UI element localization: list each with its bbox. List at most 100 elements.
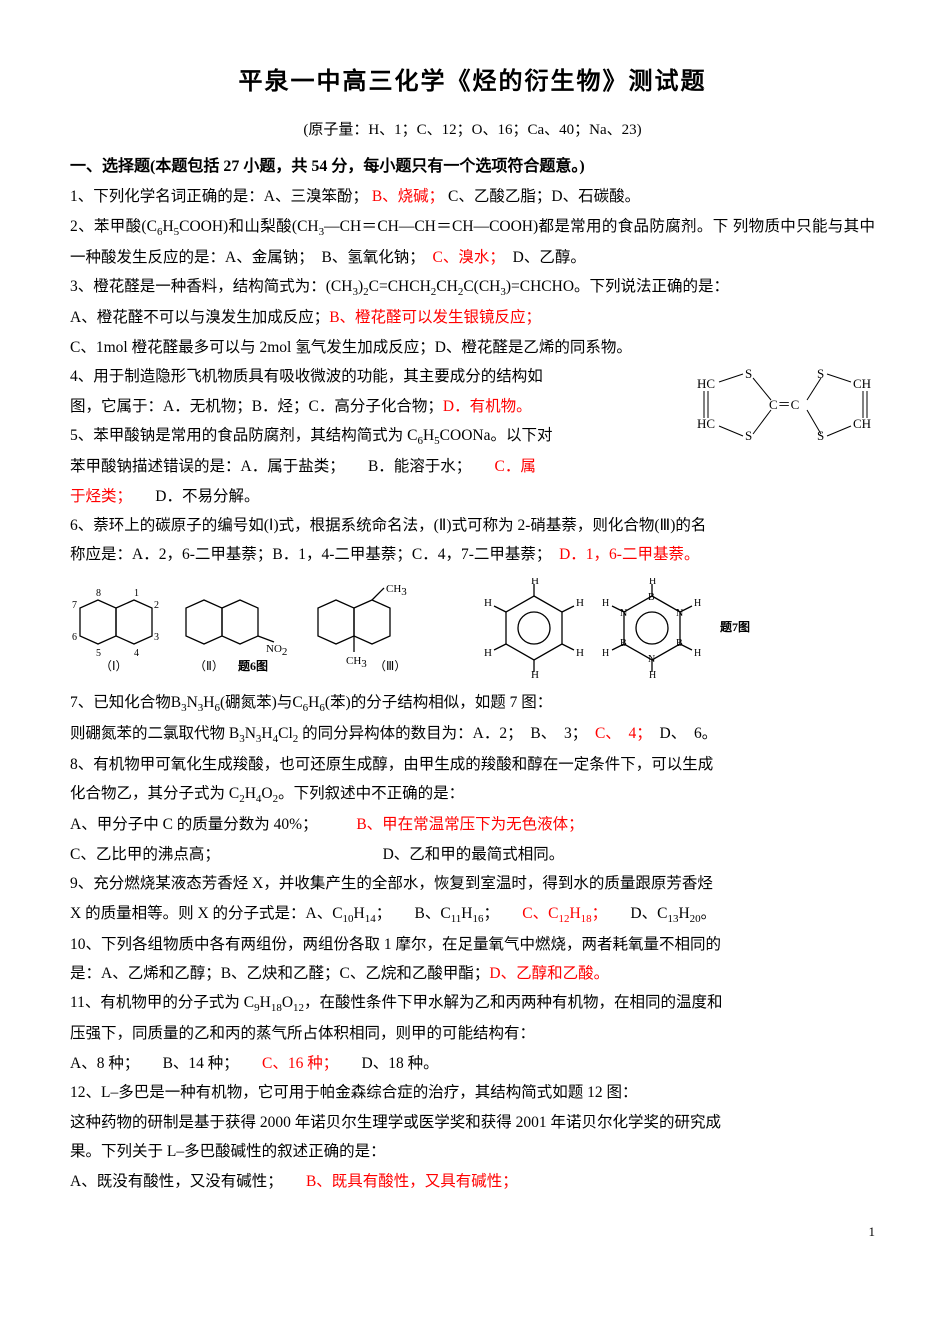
q12-l3: 果。下列关于 L–多巴酸碱性的叙述正确的是： [70, 1143, 386, 1160]
svg-text:6: 6 [72, 632, 77, 643]
q6-l1: 6、萘环上的碳原子的编号如(Ⅰ)式，根据系统命名法，(Ⅱ)式可称为 2-硝基萘，… [70, 517, 706, 534]
svg-text:CH3: CH3 [386, 583, 407, 598]
label-q6: 题6图 [238, 659, 268, 673]
fig4-s2: S [745, 428, 752, 443]
svg-text:NO2: NO2 [266, 643, 287, 658]
q7-c: H [203, 694, 214, 711]
q9-h1: H [354, 905, 365, 922]
fig4-c: C＝C [769, 397, 799, 412]
fig4-ch1: CH [853, 376, 871, 391]
svg-text:3: 3 [154, 632, 159, 643]
q1-rest: C、乙酸乙脂；D、石碳酸。 [448, 188, 640, 205]
q8-answer: B、甲在常温常压下为无色液体； [356, 816, 583, 833]
q5-b: H [423, 427, 434, 444]
q12-l1: 12、L–多巴是一种有机物，它可用于帕金森综合症的治疗，其结构简式如题 12 图… [70, 1084, 637, 1101]
q7-d: (硼氮苯)与C [220, 694, 303, 711]
svg-text:N: N [648, 654, 655, 665]
q4-l2: 图，它属于：A．无机物；B．烃；C．高分子化合物； [70, 398, 443, 415]
q1-stem: 1、下列化学名词正确的是：A、三溴笨酚； [70, 188, 368, 205]
q9-h2: H [461, 905, 472, 922]
q2-a: 2、苯甲酸(C [70, 218, 157, 235]
fig4-ch2: CH [853, 416, 871, 431]
q11-a: 11、有机物甲的分子式为 C [70, 994, 254, 1011]
svg-text:2: 2 [154, 600, 159, 611]
question-7: 7、已知化合物B3N3H6(硼氮苯)与C6H6(苯)的分子结构相似，如题 7 图… [70, 688, 875, 750]
structure-figure-q4: HC HC S S C＝C S S CH CH [695, 366, 875, 446]
q3-f: )=CHCHO。下列说法正确的是： [506, 278, 729, 295]
q11-l2: 压强下，同质量的乙和丙的蒸气所占体积相同，则甲的可能结构有： [70, 1025, 535, 1042]
question-11: 11、有机物甲的分子式为 C9H18O12，在酸性条件下甲水解为乙和丙两种有机物… [70, 988, 875, 1078]
q3-c: C=CHCH [369, 278, 431, 295]
q8-2b: H [245, 785, 256, 802]
atomic-masses: (原子量：H、1；C、12；O、16；Ca、40；Na、23) [70, 116, 875, 145]
q7-a: 7、已知化合物B [70, 694, 181, 711]
q12-A: A、既没有酸性，又没有碱性； [70, 1173, 306, 1190]
naphthalene-i: 12 34 56 78 （Ⅰ） [70, 582, 162, 674]
q8-A: A、甲分子中 C 的质量分数为 40%； [70, 816, 356, 833]
q7-tail: D、 6。 [644, 725, 717, 742]
q5-tail: D．不易分解。 [124, 488, 259, 505]
question-8: 8、有机物甲可氧化生成羧酸，也可还原生成醇，由甲生成的羧酸和醇在一定条件下，可以… [70, 750, 875, 869]
page-title: 平泉一中高三化学《烃的衍生物》测试题 [70, 60, 875, 106]
fig4-hc1: HC [697, 376, 715, 391]
q9-dend: 。 [701, 905, 717, 922]
q2-tail: D、乙醇。 [497, 249, 586, 266]
label-iii: （Ⅲ） [374, 659, 406, 673]
q9-l1: 9、充分燃烧某液态芳香烃 X，并收集产生的全部水，恢复到室温时，得到水的质量跟原… [70, 875, 713, 892]
q9-cans: C、C [522, 905, 558, 922]
fig4-s4: S [817, 428, 824, 443]
svg-text:H: H [576, 647, 584, 659]
section-1-heading: 一、选择题(本题包括 27 小题，共 54 分，每小题只有一个选项符合题意。) [70, 152, 875, 182]
svg-text:H: H [576, 597, 584, 609]
question-2: 2、苯甲酸(C6H5COOH)和山梨酸(CH3—CH＝CH—CH＝CH—COOH… [70, 212, 875, 272]
svg-text:H: H [649, 670, 656, 678]
q1-answer: B、烧碱； [372, 188, 444, 205]
q3-optCD: C、1mol 橙花醛最多可以与 2mol 氢气发生加成反应；D、橙花醛是乙烯的同… [70, 339, 632, 356]
q10-l1: 10、下列各组物质中各有两组份，两组份各取 1 摩尔，在足量氧气中燃烧，两者耗氧… [70, 936, 721, 953]
svg-text:H: H [602, 648, 609, 659]
q12-l2: 这种药物的研制是基于获得 2000 年诺贝尔生理学或医学奖和获得 2001 年诺… [70, 1114, 721, 1131]
q7-2e: 的同分异构体的数目为：A．2； B、 3； [298, 725, 595, 742]
q5-c: COONa。以下对 [440, 427, 553, 444]
svg-text:N: N [676, 608, 683, 619]
svg-text:B: B [676, 638, 683, 649]
svg-text:H: H [694, 598, 701, 609]
q7-2d: Cl [278, 725, 293, 742]
q11-d: ，在酸性条件下甲水解为乙和丙两种有机物，在相同的温度和 [304, 994, 723, 1011]
q6-answer: D．1，6-二甲基萘。 [559, 546, 699, 563]
q8-2a: 化合物乙，其分子式为 C [70, 785, 239, 802]
label-q7: 题7图 [720, 616, 750, 639]
question-9: 9、充分燃烧某液态芳香烃 X，并收集产生的全部水，恢复到室温时，得到水的质量跟原… [70, 869, 875, 929]
q9-l2: X 的质量相等。则 X 的分子式是：A、C [70, 905, 343, 922]
svg-text:B: B [620, 638, 627, 649]
q12-answer: B、既具有酸性，又具有碱性； [306, 1173, 518, 1190]
svg-text:7: 7 [72, 600, 77, 611]
borazine-figure: HH HH HH BN BN BN [602, 578, 702, 678]
q10-answer: D、乙醇和乙酸。 [489, 965, 609, 982]
benzene-figure: HH HH HH [484, 578, 584, 678]
q9-b: ； B、C [376, 905, 451, 922]
q7-b: N [187, 694, 198, 711]
question-10: 10、下列各组物质中各有两组份，两组份各取 1 摩尔，在足量氧气中燃烧，两者耗氧… [70, 930, 875, 989]
label-i: （Ⅰ） [100, 659, 128, 673]
svg-text:H: H [649, 578, 656, 587]
svg-text:4: 4 [134, 648, 139, 659]
q3-a: 3、橙花醛是一种香料，结构简式为：(CH [70, 278, 352, 295]
figure-row: 12 34 56 78 （Ⅰ） NO2 （Ⅱ） 题6图 CH3 CH3 （Ⅲ） [70, 578, 875, 678]
q11-D: D、18 种。 [331, 1055, 439, 1072]
q4-answer: D．有机物。 [443, 398, 532, 415]
q8-l1: 8、有机物甲可氧化生成羧酸，也可还原生成醇，由甲生成的羧酸和醇在一定条件下，可以… [70, 756, 713, 773]
q9-h3: H [678, 905, 689, 922]
q5-a: 5、苯甲酸钠是常用的食品防腐剂，其结构简式为 C [70, 427, 417, 444]
svg-text:1: 1 [134, 588, 139, 599]
question-3: 3、橙花醛是一种香料，结构简式为：(CH3)2C=CHCH2CH2C(CH3)=… [70, 272, 875, 362]
fig4-hc2: HC [697, 416, 715, 431]
q9-ch: H [569, 905, 580, 922]
q4-l1: 4、用于制造隐形飞机物质具有吸收微波的功能，其主要成分的结构如 [70, 368, 543, 385]
q7-e: H [308, 694, 319, 711]
q10-l2: 是：A、乙烯和乙醇；B、乙炔和乙醛；C、乙烷和乙酸甲酯； [70, 965, 489, 982]
q3-d: CH [436, 278, 458, 295]
svg-text:CH3: CH3 [346, 655, 367, 670]
q8-2c: O [261, 785, 272, 802]
q8-C: C、乙比甲的沸点高； [70, 846, 212, 863]
